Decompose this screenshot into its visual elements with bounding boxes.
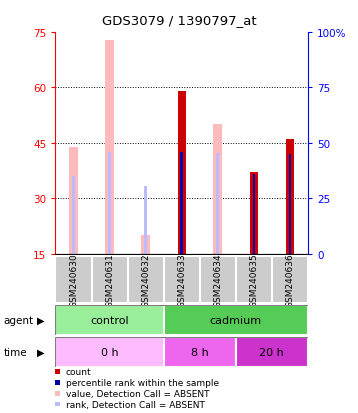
Text: count: count: [66, 368, 91, 376]
Text: ▶: ▶: [38, 316, 45, 325]
Bar: [144, 187, 147, 254]
Text: percentile rank within the sample: percentile rank within the sample: [66, 378, 219, 387]
Text: 20 h: 20 h: [260, 347, 284, 357]
Text: GSM240633: GSM240633: [177, 252, 186, 307]
Bar: [286, 140, 294, 254]
Bar: [69, 147, 78, 254]
Text: control: control: [90, 316, 129, 325]
Text: cadmium: cadmium: [210, 316, 262, 325]
Text: ▶: ▶: [38, 347, 45, 357]
Bar: [108, 152, 111, 254]
Text: 8 h: 8 h: [191, 347, 209, 357]
Bar: [164, 337, 236, 367]
Bar: [180, 152, 183, 254]
Bar: [178, 92, 186, 254]
Text: value, Detection Call = ABSENT: value, Detection Call = ABSENT: [66, 389, 209, 398]
Bar: [55, 306, 164, 335]
Text: GSM240631: GSM240631: [105, 252, 114, 307]
Bar: [213, 125, 222, 254]
Text: rank, Detection Call = ABSENT: rank, Detection Call = ABSENT: [66, 400, 204, 408]
Text: GSM240636: GSM240636: [285, 252, 294, 307]
Text: GSM240634: GSM240634: [213, 253, 222, 307]
Text: time: time: [4, 347, 27, 357]
Text: GDS3079 / 1390797_at: GDS3079 / 1390797_at: [102, 14, 256, 27]
Text: GSM240630: GSM240630: [69, 252, 78, 307]
Bar: [105, 40, 114, 254]
Bar: [250, 173, 258, 254]
Text: agent: agent: [4, 316, 34, 325]
Bar: [164, 306, 308, 335]
Bar: [236, 337, 308, 367]
Bar: [252, 174, 255, 254]
Text: GSM240635: GSM240635: [249, 252, 258, 307]
Bar: [289, 154, 291, 254]
Bar: [55, 337, 164, 367]
Text: GSM240632: GSM240632: [141, 253, 150, 307]
Text: 0 h: 0 h: [101, 347, 118, 357]
Bar: [141, 235, 150, 254]
Bar: [72, 177, 75, 254]
Bar: [216, 154, 219, 254]
